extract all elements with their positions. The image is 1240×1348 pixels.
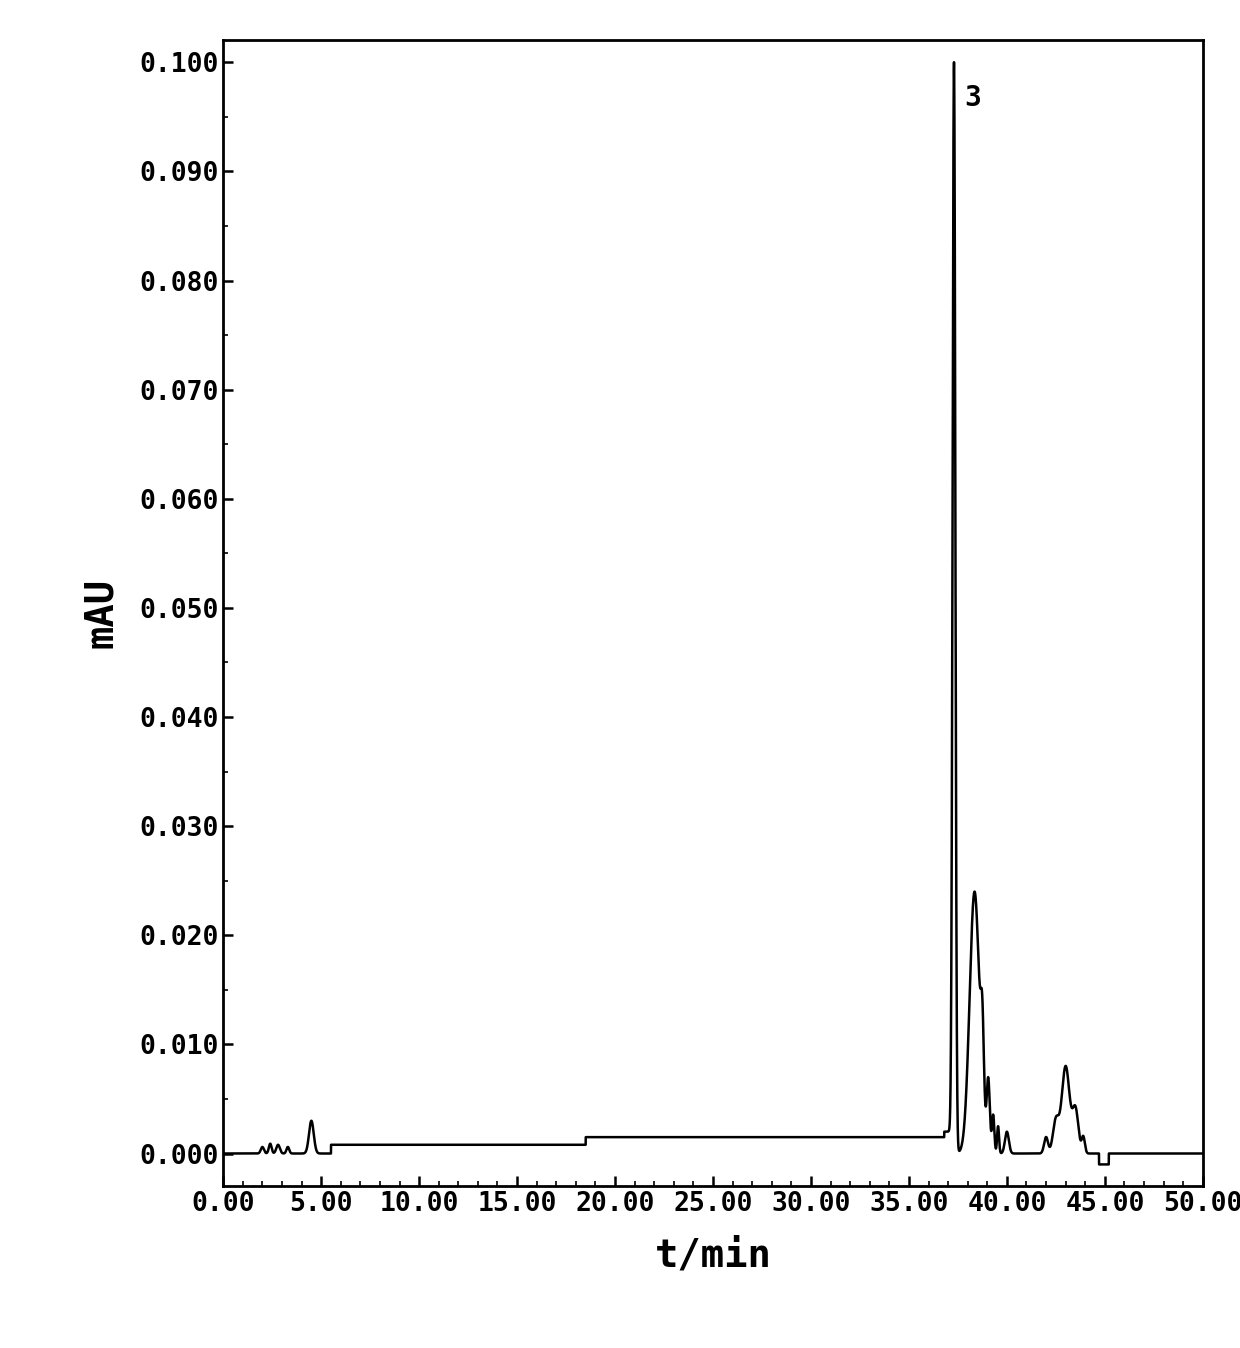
- Y-axis label: mAU: mAU: [82, 578, 119, 648]
- X-axis label: t/min: t/min: [655, 1236, 771, 1275]
- Text: 3: 3: [963, 84, 981, 112]
